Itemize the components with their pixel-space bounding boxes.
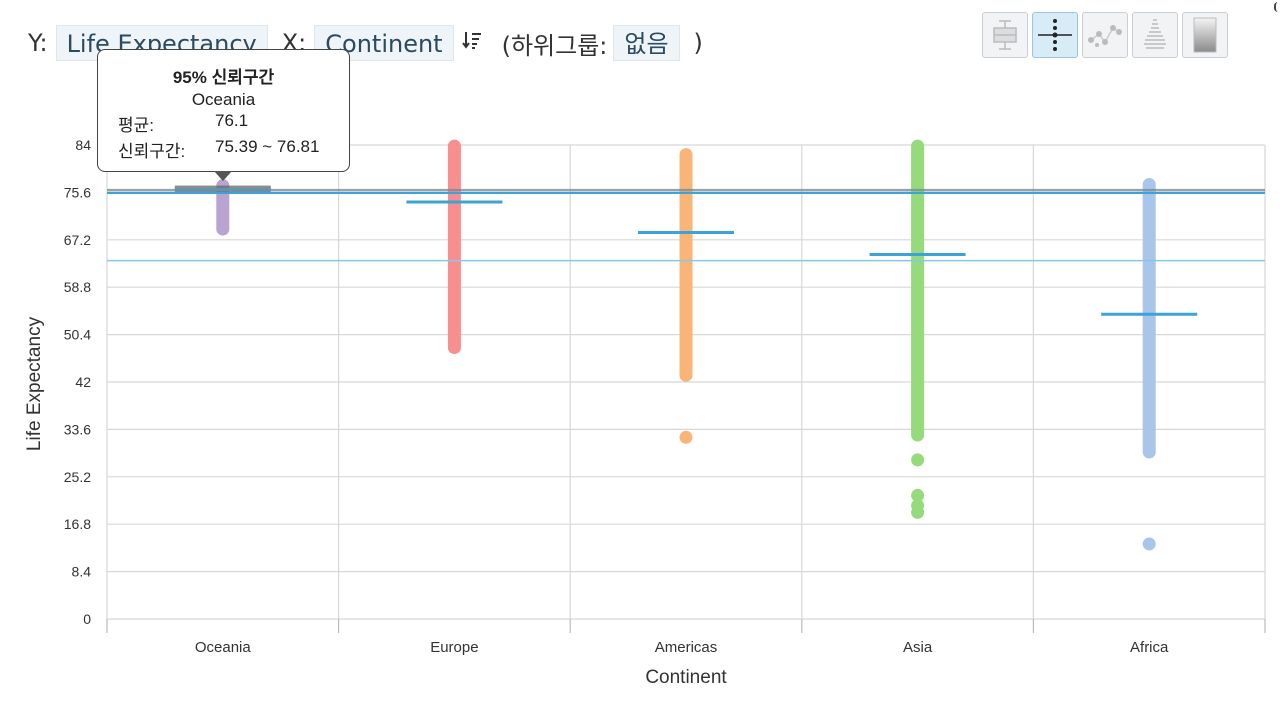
y-tick-label: 75.6 xyxy=(64,184,91,200)
y-axis-title: Life Expectancy xyxy=(24,316,45,451)
subgroup-selector[interactable]: 없음 xyxy=(613,25,680,61)
y-tick-label: 8.4 xyxy=(72,564,92,580)
y-tick-label: 50.4 xyxy=(64,327,91,343)
y-tick-label: 0 xyxy=(83,611,91,627)
violin-mode-icon xyxy=(1144,19,1166,49)
y-axis-prefix: Y: xyxy=(28,29,48,57)
tooltip-ci-label: 신뢰구간: xyxy=(118,142,186,161)
y-tick-label: 84 xyxy=(75,137,91,153)
x-tick-label: Americas xyxy=(655,639,718,656)
chart-mode-toolbar xyxy=(982,12,1228,58)
scatter-connect-mode-icon xyxy=(1088,25,1122,47)
tooltip-group: Oceania xyxy=(191,90,256,109)
y-tick-label: 25.2 xyxy=(64,469,91,485)
dot-ci-mode-button[interactable] xyxy=(1032,12,1078,58)
y-tick-label: 58.8 xyxy=(64,279,91,295)
y-tick-label: 67.2 xyxy=(64,232,91,248)
ci-tooltip: 95% 신뢰구간 Oceania 평균: 76.1 신뢰구간: 75.39 ~ … xyxy=(97,49,350,181)
tooltip-mean-value: 76.1 xyxy=(215,111,249,130)
x-tick-label: Europe xyxy=(430,639,478,656)
subgroup-suffix: ) xyxy=(693,29,703,57)
x-tick-label: Oceania xyxy=(195,639,252,656)
corner-mark xyxy=(1274,2,1280,12)
boxplot-mode-button[interactable] xyxy=(982,12,1028,58)
y-tick-label: 42 xyxy=(75,374,91,390)
boxplot-mode-icon xyxy=(993,20,1017,50)
scatter-connect-mode-button[interactable] xyxy=(1082,12,1128,58)
y-tick-label: 16.8 xyxy=(64,516,91,532)
gradient-mode-button[interactable] xyxy=(1182,12,1228,58)
outlier-point xyxy=(911,488,925,502)
outlier-point xyxy=(1142,537,1156,551)
sort-icon[interactable] xyxy=(461,29,482,57)
tooltip-ci-value: 75.39 ~ 76.81 xyxy=(215,137,320,156)
dot-ci-mode-icon xyxy=(1038,19,1072,51)
x-axis-title: Continent xyxy=(645,667,727,688)
x-tick-label: Africa xyxy=(1130,639,1169,656)
gradient-mode-icon xyxy=(1193,17,1217,53)
tooltip-pointer xyxy=(214,171,232,181)
outlier-point xyxy=(679,430,693,444)
tooltip-mean-label: 평균: xyxy=(118,116,155,135)
tooltip-title: 95% 신뢰구간 xyxy=(172,68,275,87)
violin-mode-button[interactable] xyxy=(1132,12,1178,58)
y-tick-label: 33.6 xyxy=(64,421,91,437)
outlier-point xyxy=(911,505,925,519)
subgroup-prefix: (하위그룹: xyxy=(501,31,608,60)
outlier-point xyxy=(911,453,925,467)
x-tick-label: Asia xyxy=(903,639,933,656)
